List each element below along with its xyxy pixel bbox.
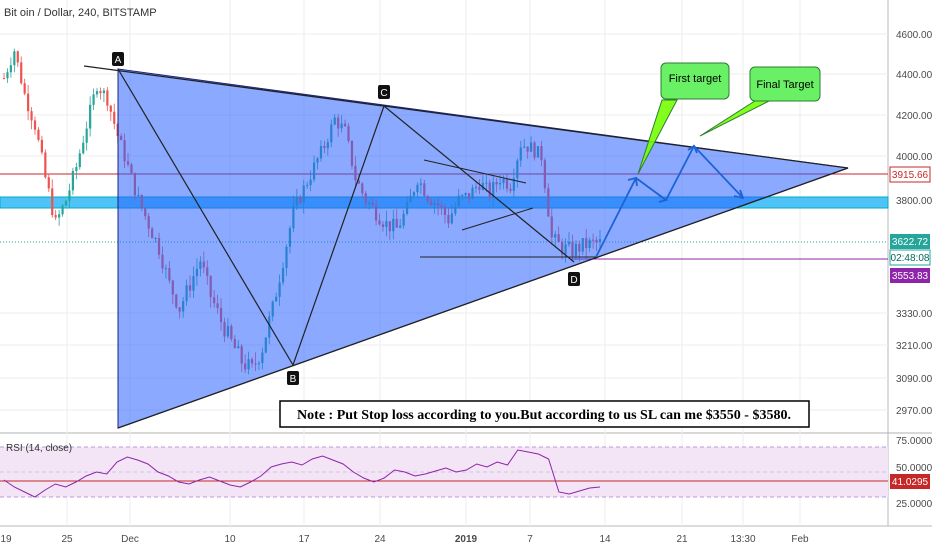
price-tick-label: 3800.00 <box>896 196 932 207</box>
candle-body <box>6 72 9 79</box>
rsi-axis[interactable]: 50.0000 25.0000 75.0000 <box>896 436 932 510</box>
price-tick-label: 4000.00 <box>896 152 932 163</box>
price-tick-label: 2970.00 <box>896 406 932 417</box>
triangle-pattern[interactable] <box>117 68 849 429</box>
point-a-marker[interactable]: A <box>112 52 124 66</box>
rsi-value-tag: 41.0295 <box>890 474 930 489</box>
candle-body <box>58 214 61 218</box>
upper-trendline[interactable] <box>83 65 849 169</box>
price-tick-label: 3090.00 <box>896 374 932 385</box>
candle-body <box>23 83 26 94</box>
candle-body <box>85 128 88 143</box>
rsi-tick-75: 75.0000 <box>896 436 932 447</box>
time-tick-label: 19 <box>0 534 12 545</box>
price-tag-resistance: 3915.66 <box>889 166 931 183</box>
inner-trend-upper[interactable] <box>423 159 527 184</box>
stop-loss-note[interactable]: Note : Put Stop loss according to you.Bu… <box>279 400 810 428</box>
price-tag-stop-label: 3553.83 <box>892 271 929 282</box>
candle-body <box>75 167 78 171</box>
candle-body <box>27 93 30 112</box>
candle-body <box>16 51 19 63</box>
candle-body <box>106 90 109 106</box>
price-tag-last-label: 3622.72 <box>892 237 929 248</box>
candle-body <box>95 91 99 95</box>
candle-body <box>89 104 92 129</box>
point-d-marker[interactable]: D <box>568 272 580 286</box>
inner-trend-lower[interactable] <box>461 207 534 231</box>
time-axis[interactable]: 19 25 Dec 10 17 24 2019 7 14 21 13:30 Feb <box>0 534 809 545</box>
candle-body <box>78 153 81 168</box>
candle-body <box>37 129 40 140</box>
candle-body <box>33 120 37 130</box>
time-tick-label: 10 <box>224 534 236 545</box>
candle-body <box>51 188 54 216</box>
rsi-title: RSI (14, close) <box>6 443 72 454</box>
point-a-label: A <box>115 55 122 66</box>
price-tag-countdown: 02:48:08 <box>889 249 931 266</box>
candle-body <box>54 215 57 218</box>
candle-body <box>68 190 71 201</box>
time-tick-label: Dec <box>121 534 139 545</box>
candle-body <box>20 62 23 84</box>
time-tick-label: 14 <box>599 534 611 545</box>
price-axis[interactable]: 4600.00 4400.00 4200.00 4000.00 3800.00 3330.… <box>896 30 932 417</box>
time-tick-label: 17 <box>298 534 310 545</box>
candle-body <box>99 91 102 94</box>
point-d-label: D <box>570 275 577 286</box>
candle-body <box>30 111 33 121</box>
price-tag-stop: 3553.83 <box>890 268 930 283</box>
candle-body <box>64 200 68 206</box>
point-c-marker[interactable]: C <box>378 85 390 99</box>
first-target-callout[interactable]: First target <box>637 62 730 175</box>
candle-body <box>113 111 116 124</box>
candle-body <box>2 78 6 80</box>
price-tag-resistance-label: 3915.66 <box>892 170 929 181</box>
final-target-callout[interactable]: Final Target <box>699 66 821 137</box>
price-tick-label: 3330.00 <box>896 309 932 320</box>
time-tick-label: 7 <box>527 534 533 545</box>
price-tick-label: 4600.00 <box>896 30 932 41</box>
candle-body <box>92 94 95 105</box>
candle-body <box>102 90 106 94</box>
abcd-zigzag[interactable] <box>117 68 575 367</box>
point-c-label: C <box>380 88 387 99</box>
candle-body <box>109 105 112 112</box>
lower-trendline[interactable] <box>117 167 849 429</box>
candle-body <box>61 205 64 215</box>
note-text: Note : Put Stop loss according to you.Bu… <box>297 408 791 423</box>
rsi-tick-25: 25.0000 <box>896 499 932 510</box>
candle-body <box>9 65 12 73</box>
candle-body <box>71 170 75 191</box>
final-target-label: Final Target <box>756 79 813 91</box>
time-tick-label: 24 <box>374 534 386 545</box>
time-tick-label: 13:30 <box>730 534 755 545</box>
price-tick-label: 4400.00 <box>896 70 932 81</box>
point-b-label: B <box>290 374 297 385</box>
first-target-label: First target <box>669 73 722 85</box>
candle-body <box>47 177 50 189</box>
rsi-value-label: 41.0295 <box>892 477 929 488</box>
time-tick-label: 25 <box>61 534 73 545</box>
candle-body <box>82 142 85 154</box>
candle-body <box>40 139 43 153</box>
time-tick-label: Feb <box>791 534 809 545</box>
rsi-line[interactable] <box>3 449 601 498</box>
price-tick-label: 3210.00 <box>896 341 932 352</box>
price-tag-last: 3622.72 <box>890 234 930 249</box>
projection-arrowheads <box>627 144 745 203</box>
candle-body <box>44 152 47 178</box>
price-tick-label: 4200.00 <box>896 111 932 122</box>
time-tick-label: 21 <box>676 534 688 545</box>
chart-title: Bit oin / Dollar, 240, BITSTAMP <box>4 7 157 19</box>
point-b-marker[interactable]: B <box>287 371 299 385</box>
rsi-tick-50: 50.0000 <box>896 463 932 474</box>
time-tick-label: 2019 <box>455 534 478 545</box>
price-tag-countdown-label: 02:48:08 <box>891 253 930 264</box>
candle-body <box>13 51 16 66</box>
